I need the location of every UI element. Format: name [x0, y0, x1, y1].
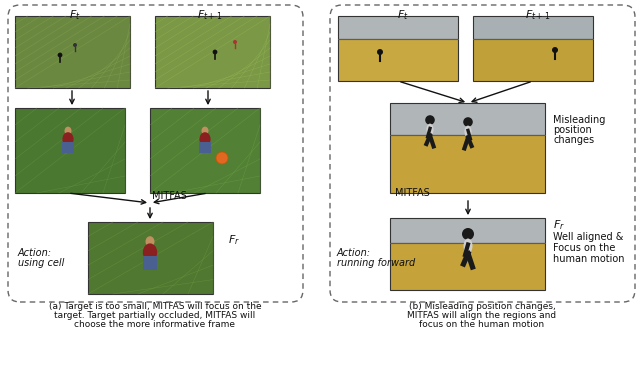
Bar: [338, 16, 458, 39]
Circle shape: [552, 47, 558, 53]
Circle shape: [216, 152, 228, 164]
Text: focus on the human motion: focus on the human motion: [419, 320, 545, 329]
Circle shape: [233, 40, 237, 44]
Ellipse shape: [465, 126, 472, 138]
Text: MITFAS: MITFAS: [152, 191, 187, 201]
Ellipse shape: [65, 127, 72, 135]
Text: target. Target partially occluded, MITFAS will: target. Target partially occluded, MITFA…: [54, 311, 255, 320]
Text: $F_{t+1}$: $F_{t+1}$: [197, 8, 223, 22]
Text: $F_t$: $F_t$: [69, 8, 81, 22]
Circle shape: [377, 49, 383, 55]
Text: MITFAS will align the regions and: MITFAS will align the regions and: [408, 311, 557, 320]
Ellipse shape: [463, 238, 472, 253]
Text: Misleading: Misleading: [553, 115, 605, 125]
Ellipse shape: [202, 127, 209, 135]
Text: Action:: Action:: [18, 248, 52, 258]
Bar: [200, 142, 211, 153]
Text: $F_r$: $F_r$: [553, 218, 565, 232]
Bar: [150, 108, 260, 193]
Text: Action:: Action:: [337, 248, 371, 258]
Bar: [473, 39, 593, 81]
Bar: [15, 108, 125, 193]
Ellipse shape: [143, 243, 157, 261]
Bar: [390, 218, 545, 243]
Ellipse shape: [145, 236, 154, 247]
Bar: [390, 103, 545, 135]
Text: (b) Misleading position changes,: (b) Misleading position changes,: [408, 302, 556, 311]
Circle shape: [212, 50, 218, 55]
Bar: [390, 243, 545, 290]
Bar: [88, 222, 213, 294]
Text: $F_{t+1}$: $F_{t+1}$: [525, 8, 550, 22]
Circle shape: [425, 115, 435, 125]
Text: Well aligned &: Well aligned &: [553, 232, 623, 242]
Text: using cell: using cell: [18, 258, 65, 268]
Text: Focus on the: Focus on the: [553, 243, 616, 253]
Circle shape: [73, 43, 77, 47]
Text: $F_r$: $F_r$: [228, 233, 240, 247]
Text: changes: changes: [553, 135, 594, 145]
Bar: [390, 135, 545, 193]
Ellipse shape: [426, 123, 434, 135]
Bar: [143, 256, 157, 271]
Text: running forward: running forward: [337, 258, 415, 268]
Bar: [473, 16, 593, 39]
Text: $F_t$: $F_t$: [397, 8, 409, 22]
Bar: [15, 16, 130, 88]
Text: (a) Target is too small, MITFAS will focus on the: (a) Target is too small, MITFAS will foc…: [49, 302, 261, 311]
Text: MITFAS: MITFAS: [395, 188, 429, 198]
Text: choose the more informative frame: choose the more informative frame: [74, 320, 236, 329]
Circle shape: [463, 117, 473, 127]
Circle shape: [462, 228, 474, 240]
Bar: [155, 16, 270, 88]
Bar: [338, 39, 458, 81]
Text: position: position: [553, 125, 592, 135]
Ellipse shape: [200, 132, 211, 146]
Bar: [63, 142, 74, 153]
Circle shape: [58, 53, 63, 57]
Text: human motion: human motion: [553, 254, 625, 264]
Ellipse shape: [63, 132, 74, 146]
